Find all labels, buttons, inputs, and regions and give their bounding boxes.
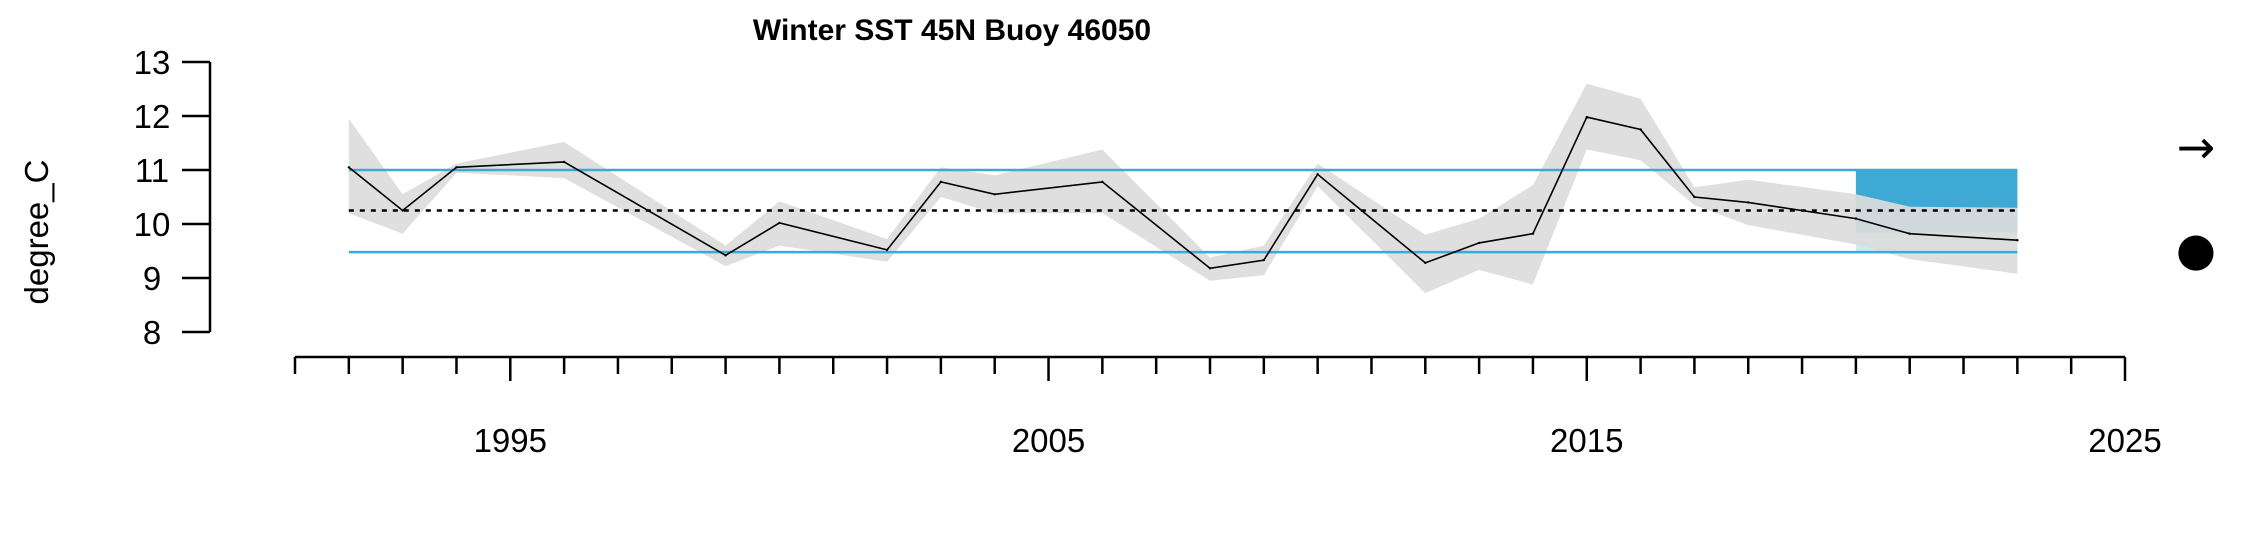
- data-point-1994: [455, 166, 458, 169]
- x-tick-label-1995: 1995: [474, 422, 547, 459]
- data-point-2002: [885, 248, 889, 252]
- data-point-1996: [562, 160, 566, 164]
- chart-title: Winter SST 45N Buoy 46050: [753, 14, 1151, 47]
- data-point-2017: [1693, 195, 1696, 199]
- y-tick-label-10: 10: [134, 206, 171, 243]
- data-point-2010: [1316, 173, 1319, 176]
- y-axis-title: degree_C: [18, 160, 55, 305]
- x-tick-label-2015: 2015: [1550, 422, 1623, 459]
- y-axis: 8 9 10 11 12 13: [134, 44, 212, 351]
- data-point-2014: [1531, 232, 1535, 235]
- y-tick-label-9: 9: [143, 260, 161, 297]
- data-point-2021: [1908, 232, 1911, 235]
- x-tick-label-2025: 2025: [2088, 422, 2161, 459]
- data-point-2013: [1477, 241, 1481, 245]
- data-point-2015: [1585, 115, 1588, 119]
- uncertainty-band: [348, 83, 2018, 294]
- y-tick-label-13: 13: [134, 44, 171, 81]
- data-point-2009: [1262, 258, 1266, 262]
- plot-area: [347, 83, 2019, 294]
- trend-arrow-icon: →: [2177, 120, 2216, 174]
- data-point-2006: [1101, 180, 1104, 184]
- y-tick-label-12: 12: [134, 98, 171, 135]
- data-point-2023: [2016, 239, 2019, 242]
- data-point-2018: [1747, 201, 1750, 204]
- data-point-2003: [939, 180, 943, 184]
- x-tick-label-2005: 2005: [1012, 422, 1085, 459]
- data-point-1999: [724, 254, 727, 257]
- data-point-2020: [1854, 217, 1858, 220]
- x-axis: 1995 2005 2015 2025: [293, 355, 2162, 459]
- y-tick-label-11: 11: [135, 152, 169, 189]
- mean-dot-icon: ●: [2176, 222, 2216, 276]
- data-point-2008: [1208, 267, 1212, 270]
- data-point-1993: [401, 209, 404, 212]
- data-point-2004: [993, 193, 996, 196]
- data-point-2000: [778, 221, 781, 225]
- data-point-1992: [347, 166, 351, 169]
- data-point-2016: [1639, 128, 1642, 131]
- y-tick-label-8: 8: [143, 314, 161, 351]
- data-point-2012: [1424, 261, 1427, 265]
